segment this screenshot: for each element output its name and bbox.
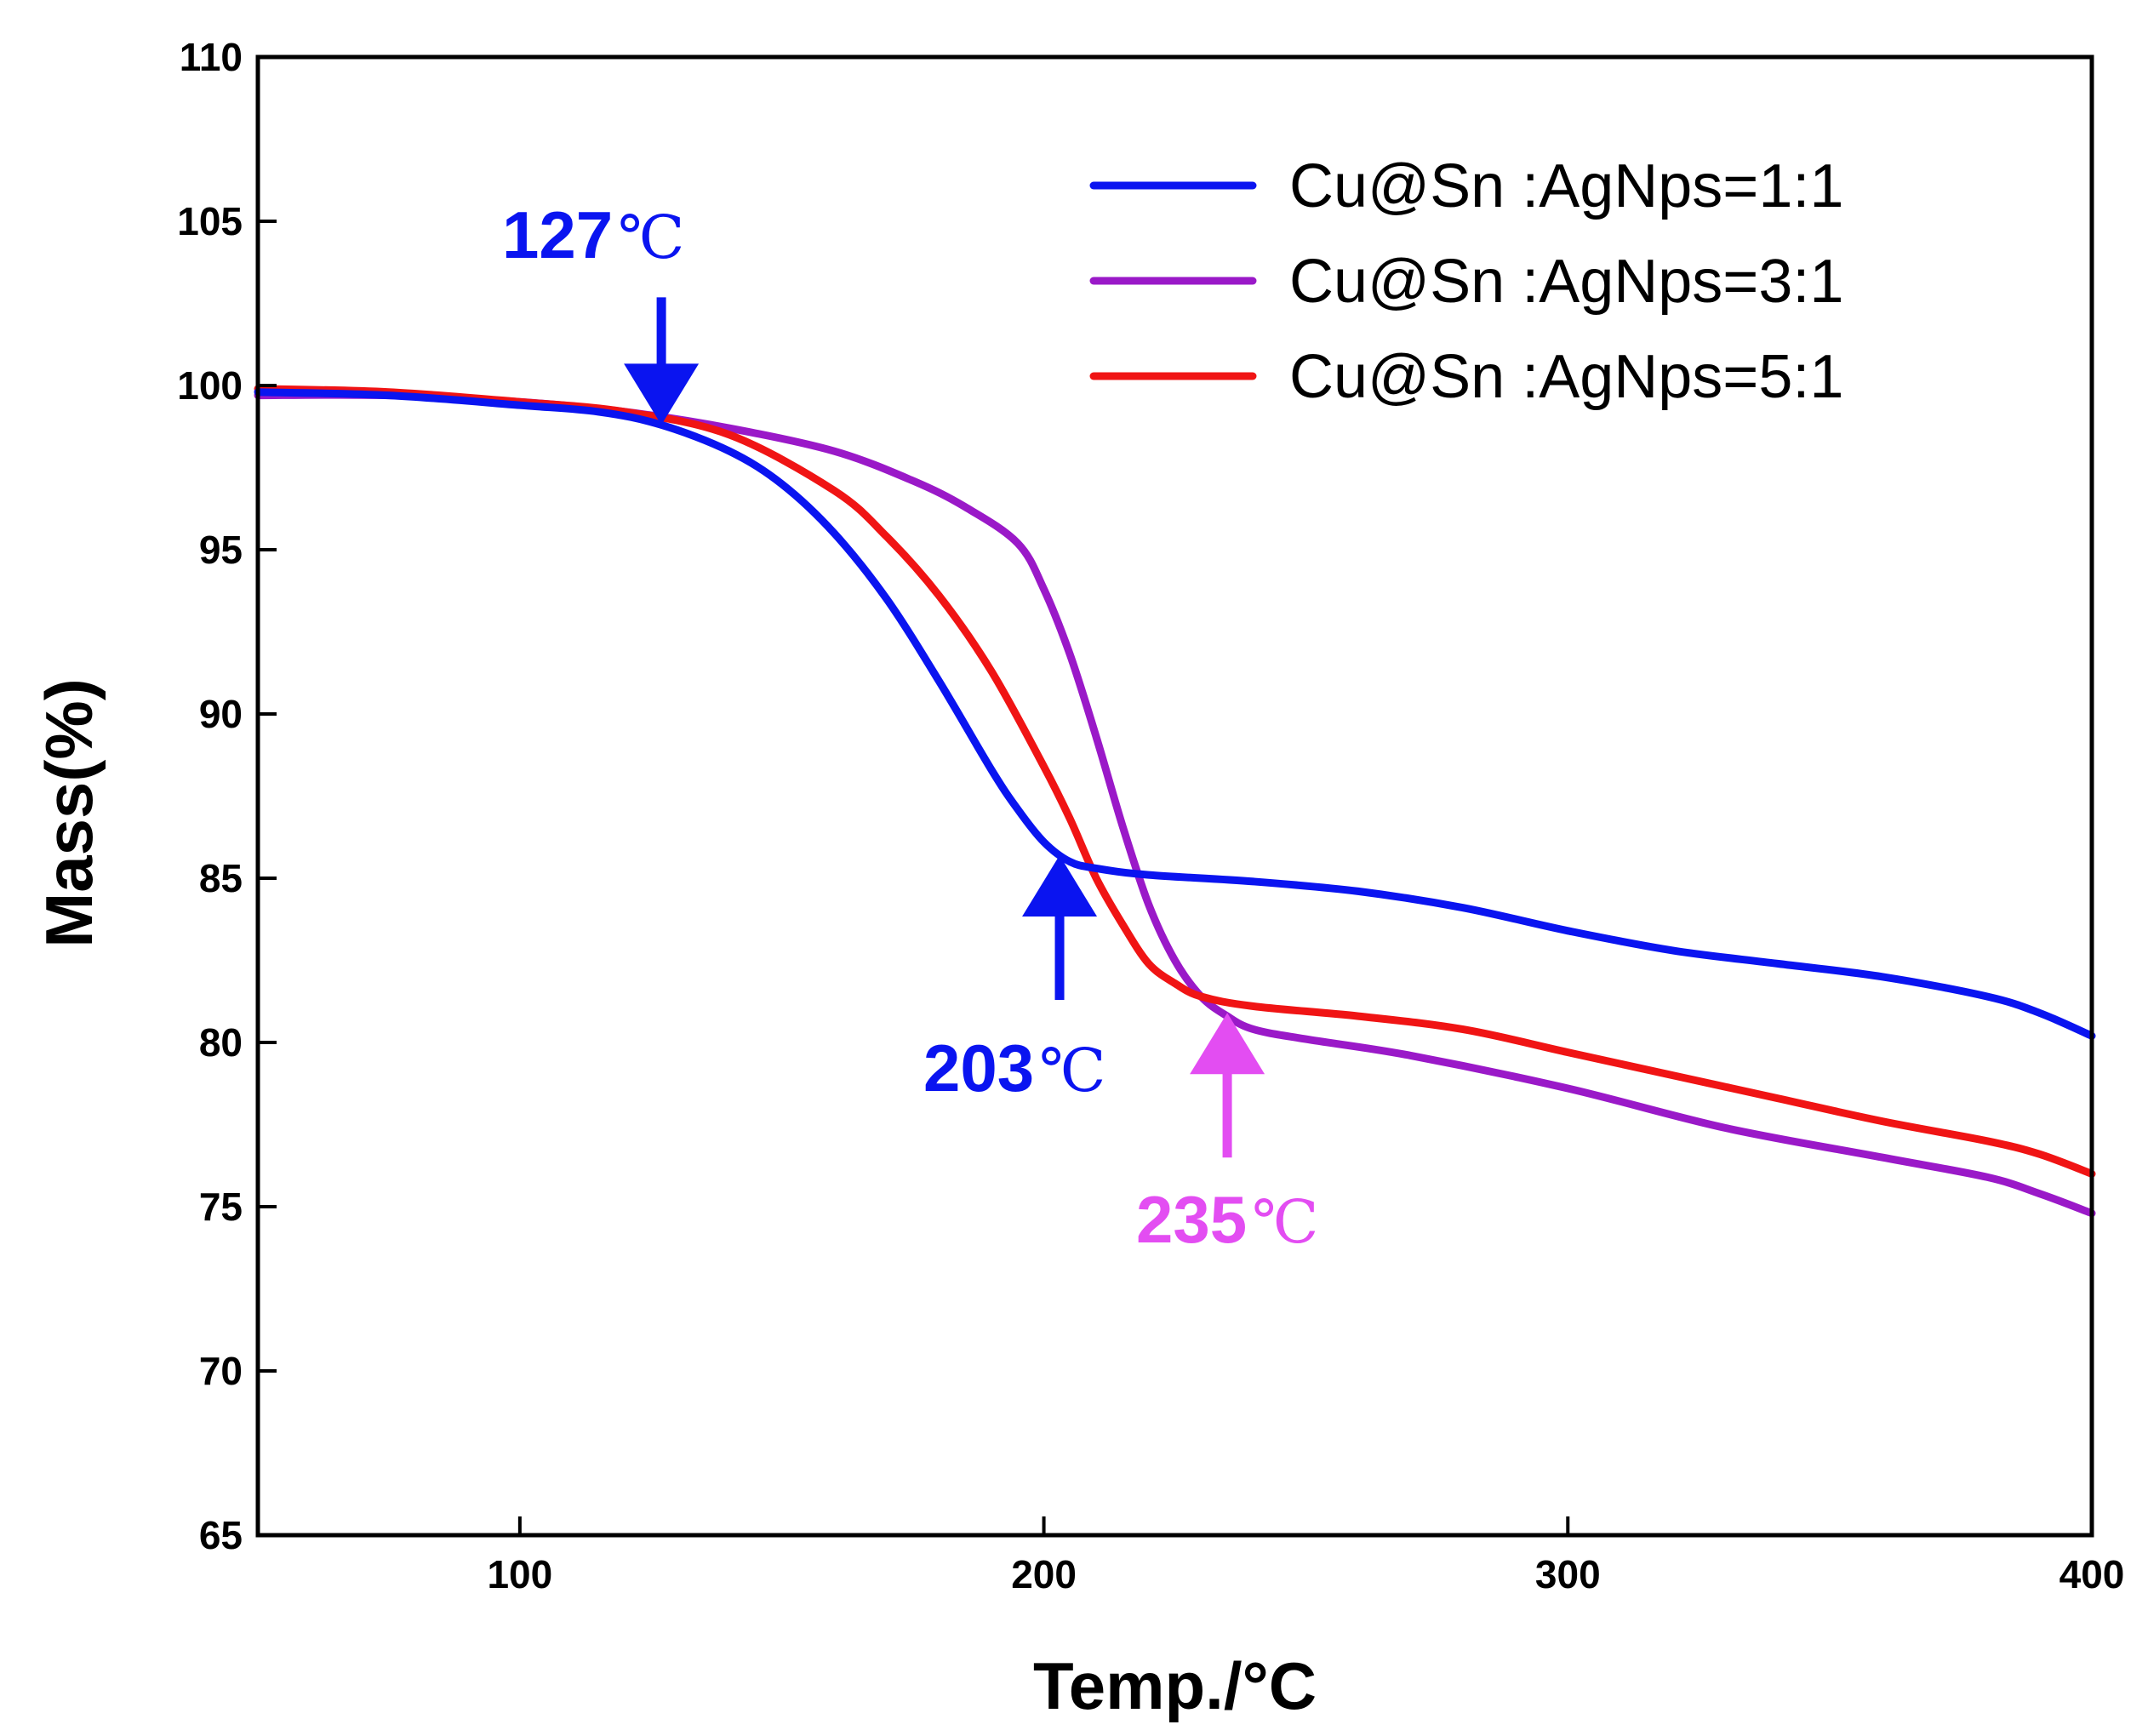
y-tick-label: 100 bbox=[177, 363, 243, 408]
y-tick-label: 85 bbox=[199, 856, 243, 900]
legend-label-2: Cu@Sn :AgNps=3:1 bbox=[1289, 248, 1843, 316]
y-tick-label: 105 bbox=[177, 199, 243, 243]
x-tick-label: 300 bbox=[1535, 1552, 1601, 1596]
y-tick-label: 95 bbox=[199, 528, 243, 572]
y-tick-label: 80 bbox=[199, 1020, 243, 1065]
x-tick-label: 100 bbox=[487, 1552, 552, 1596]
y-tick-label: 110 bbox=[180, 35, 243, 79]
legend-label-1: Cu@Sn :AgNps=1:1 bbox=[1289, 152, 1843, 220]
x-axis-title: Temp./°C bbox=[1033, 1648, 1317, 1723]
plot-frame bbox=[255, 54, 2094, 1538]
y-tick-label: 70 bbox=[199, 1349, 243, 1393]
tick-layer: 65 70 75 80 85 90 95 100 105 110 100 200 300 400 bbox=[177, 35, 2124, 1596]
y-axis-title: Mass(%) bbox=[31, 678, 106, 947]
y-tick-label: 65 bbox=[199, 1513, 243, 1557]
plot-layer bbox=[254, 385, 2096, 1218]
legend-label-3: Cu@Sn :AgNps=5:1 bbox=[1289, 343, 1843, 411]
annotation-label: 235℃ bbox=[1136, 1182, 1318, 1257]
annotation-unit: ℃ bbox=[1252, 1187, 1318, 1257]
y-tick-label: 75 bbox=[199, 1185, 243, 1229]
annotation-unit: ℃ bbox=[618, 203, 684, 272]
annotation-label: 127℃ bbox=[502, 197, 684, 272]
legend: Cu@Sn :AgNps=1:1 Cu@Sn :AgNps=3:1 Cu@Sn :A… bbox=[1089, 152, 1843, 411]
x-tick-label: 200 bbox=[1011, 1552, 1077, 1596]
y-tick-label: 90 bbox=[199, 692, 243, 736]
annotation-number: 203 bbox=[923, 1031, 1034, 1105]
series-line-1 bbox=[254, 388, 2096, 1040]
annotation-number: 235 bbox=[1136, 1182, 1247, 1257]
annotation-arrow-head bbox=[1190, 1013, 1265, 1075]
x-tick-label: 400 bbox=[2059, 1552, 2125, 1596]
annotation-arrow-head bbox=[624, 363, 700, 425]
series-line-2 bbox=[254, 391, 2096, 1218]
annotation-arrow-head bbox=[1022, 854, 1098, 917]
annotation-number: 127 bbox=[502, 197, 613, 272]
series-line-3 bbox=[254, 385, 2096, 1178]
annotation-unit: ℃ bbox=[1039, 1036, 1105, 1105]
annotation-label: 203℃ bbox=[923, 1031, 1105, 1105]
